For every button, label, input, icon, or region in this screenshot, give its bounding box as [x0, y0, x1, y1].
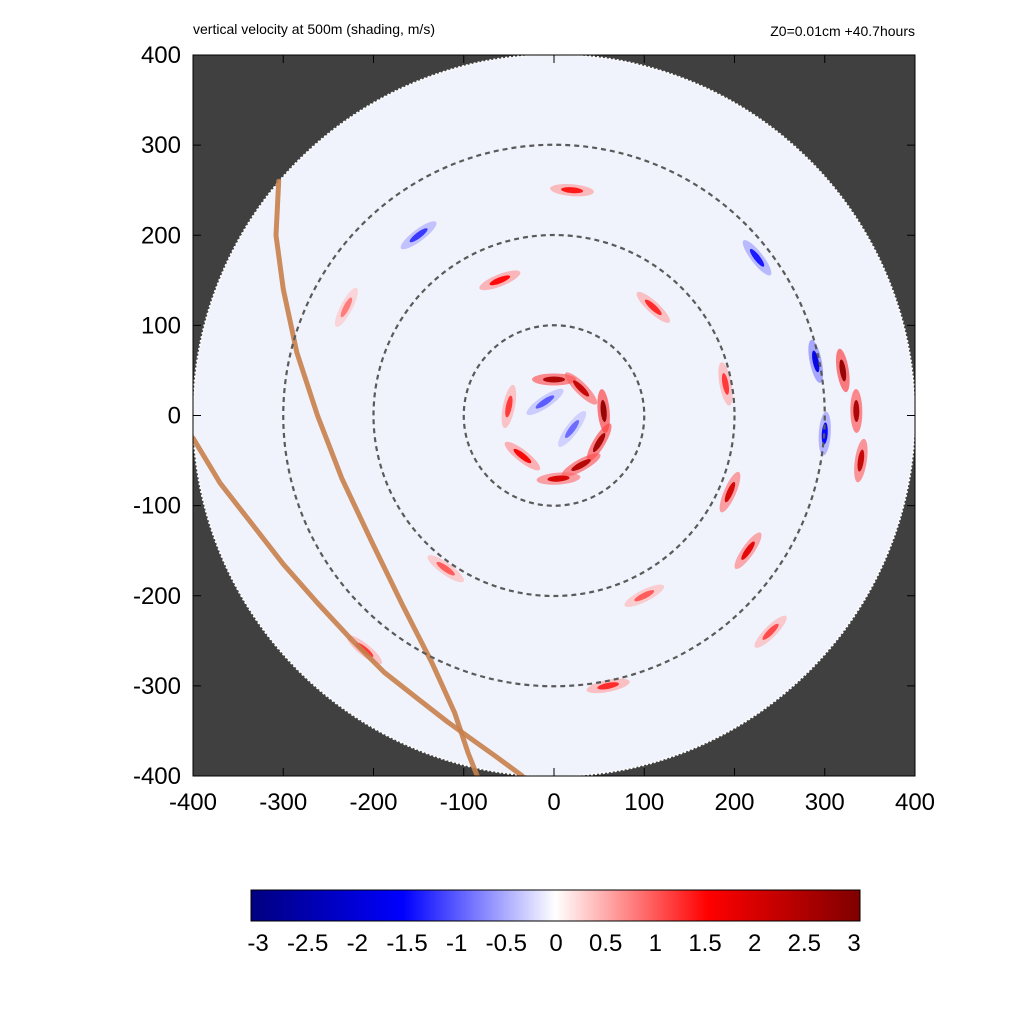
colorbar-tick-label: 2 [748, 930, 761, 957]
reference-circle [462, 324, 646, 507]
velocity-feature [558, 411, 587, 447]
velocity-feature [586, 423, 612, 462]
colorbar-tick-label: -3 [247, 930, 268, 957]
colorbar-tick-label: 1 [649, 930, 662, 957]
velocity-feature [526, 388, 564, 416]
chart-subtitle: Z0=0.01cm +40.7hours [770, 23, 915, 39]
chart-title: vertical velocity at 500m (shading, m/s) [193, 21, 435, 37]
velocity-feature [850, 388, 863, 433]
colorbar-tick-label: -1.5 [386, 930, 427, 957]
velocity-feature [854, 438, 868, 483]
storm-tracks [193, 178, 525, 776]
x-tick-label: -100 [440, 789, 488, 816]
velocity-feature [734, 532, 762, 570]
velocity-feature [742, 240, 772, 276]
y-tick-label: 200 [141, 222, 181, 249]
velocity-feature [835, 348, 850, 393]
velocity-feature [479, 270, 521, 291]
velocity-feature [564, 372, 598, 405]
colorbar [250, 889, 861, 922]
velocity-feature [586, 678, 630, 694]
x-tick-label: 300 [805, 789, 845, 816]
velocity-feature [501, 384, 517, 429]
y-tick-label: -300 [133, 673, 181, 700]
velocity-feature [808, 339, 824, 384]
colorbar-ticks: -3 -2.5 -2 -1.5 -1 -0.5 0 0.5 1 1.5 2 2.5 3 [247, 930, 860, 957]
colorbar-tick-label: -0.5 [486, 930, 527, 957]
velocity-feature [400, 221, 437, 250]
y-tick-label: 300 [141, 132, 181, 159]
velocity-feature [624, 584, 665, 607]
x-tick-label: 100 [624, 789, 664, 816]
x-tick-label: 400 [895, 789, 935, 816]
colorbar-tick-label: -2.5 [287, 930, 328, 957]
velocity-feature [561, 453, 601, 477]
velocity-feature [754, 615, 787, 648]
y-tick-label: -100 [133, 493, 181, 520]
velocity-feature [536, 472, 581, 485]
x-tick-label: -200 [349, 789, 397, 816]
x-tick-label: -400 [169, 789, 217, 816]
storm-track [273, 178, 480, 776]
domain-disk [193, 55, 915, 776]
colorbar-tick-label: 2.5 [788, 930, 821, 957]
y-axis: 400 300 200 100 0 -100 -200 -300 -400 [133, 42, 915, 790]
x-tick-label: -300 [259, 789, 307, 816]
velocity-feature [504, 441, 541, 471]
reference-circle [282, 143, 826, 688]
velocity-feature [532, 373, 576, 386]
y-tick-label: 0 [168, 403, 181, 430]
velocity-feature [636, 291, 670, 323]
colorbar-tick-label: -2 [347, 930, 368, 957]
velocity-feature [597, 389, 610, 433]
x-axis: -400 -300 -200 -100 0 100 200 300 400 [169, 55, 935, 816]
y-tick-label: -200 [133, 583, 181, 610]
plot-area [193, 55, 915, 776]
y-tick-label: 400 [141, 42, 181, 69]
velocity-feature [719, 471, 741, 513]
y-tick-label: 100 [141, 312, 181, 339]
colorbar-tick-label: 0 [549, 930, 562, 957]
y-tick-label: -400 [133, 763, 181, 790]
velocity-feature [718, 362, 733, 406]
x-tick-label: 200 [714, 789, 754, 816]
storm-track [193, 435, 525, 776]
x-tick-label: 0 [547, 789, 560, 816]
velocity-feature [550, 183, 594, 197]
velocity-feature [427, 555, 465, 583]
colorbar-tick-label: -1 [446, 930, 467, 957]
colorbar-tick-label: 0.5 [589, 930, 622, 957]
colorbar-tick-label: 3 [847, 930, 860, 957]
velocity-feature [334, 287, 358, 328]
colorbar-tick-label: 1.5 [688, 930, 721, 957]
reference-circle [372, 233, 736, 598]
reference-circles [282, 143, 826, 688]
